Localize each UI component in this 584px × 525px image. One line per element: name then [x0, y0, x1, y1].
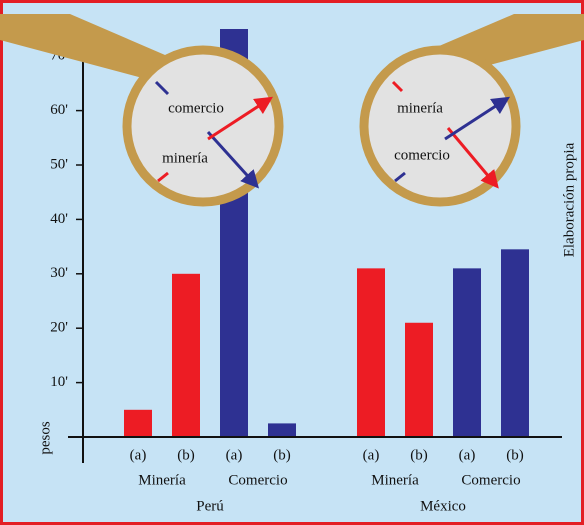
bar [453, 268, 481, 437]
bar-label: (b) [273, 447, 291, 463]
bar-label: (b) [506, 447, 524, 463]
bar-label: (a) [130, 447, 147, 463]
chart: pesos Elaboración propia 10' 20' 30' 40' 50'… [0, 0, 584, 525]
bar-label: (b) [410, 447, 428, 463]
y-tick-label: 50' [50, 156, 68, 172]
inset-label: comercio [168, 100, 224, 116]
group-label: Perú [196, 498, 224, 514]
magnifier [127, 50, 279, 202]
bar [124, 410, 152, 437]
bar [501, 249, 529, 437]
bar-label: (a) [363, 447, 380, 463]
y-tick-label: 20' [50, 320, 68, 336]
sector-label: Comercio [461, 472, 520, 488]
sector-label: Minería [371, 472, 419, 488]
bar-label: (b) [177, 447, 195, 463]
sector-label: Minería [138, 472, 186, 488]
bar-label: (a) [226, 447, 243, 463]
group-label: México [420, 498, 466, 514]
y-tick-label: 10' [50, 374, 68, 390]
bar [405, 323, 433, 437]
inset-label: minería [162, 150, 208, 166]
y-axis-label: pesos [37, 421, 53, 454]
y-tick-label: 60' [50, 102, 68, 118]
sector-label: Comercio [228, 472, 287, 488]
bar [172, 274, 200, 437]
note: Elaboración propia [561, 142, 577, 257]
bar [268, 423, 296, 437]
inset-label: minería [397, 100, 443, 116]
y-tick-label: 30' [50, 265, 68, 281]
y-tick-label: 40' [50, 211, 68, 227]
inset-label: comercio [394, 147, 450, 163]
bar-label: (a) [459, 447, 476, 463]
magnifier [364, 50, 516, 202]
bar [357, 268, 385, 437]
